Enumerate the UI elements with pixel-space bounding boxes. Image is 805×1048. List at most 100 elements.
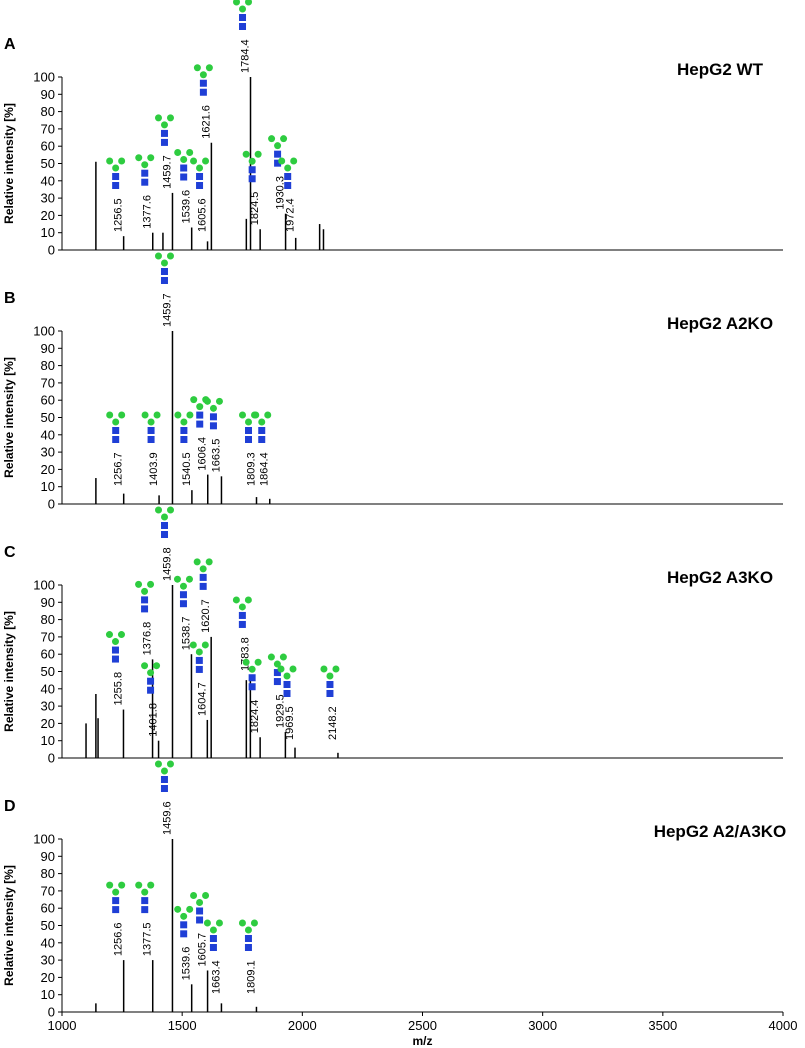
glycan-square: [283, 690, 291, 697]
glycan-circle: [180, 418, 188, 426]
glycan-circle: [264, 411, 272, 419]
peak-label: 1605.6: [197, 198, 209, 232]
glycan-square: [248, 674, 256, 682]
panel-title: HepG2 WT: [677, 60, 764, 79]
y-tick-label: 10: [41, 987, 55, 1002]
glycan-square: [283, 681, 291, 688]
y-tick-label: 30: [41, 445, 55, 460]
y-axis-label: Relative intensity [%]: [2, 103, 16, 224]
glycan-square: [239, 23, 247, 30]
glycan-circle: [233, 0, 241, 6]
glycan-square: [179, 591, 187, 599]
glycan-circle: [135, 881, 143, 889]
glycan-square: [209, 935, 217, 942]
glycan-circle: [248, 157, 256, 165]
glycan-circle: [215, 919, 223, 927]
glycan-square: [160, 268, 168, 275]
peak-label: 1459.6: [161, 801, 173, 835]
y-tick-label: 80: [41, 612, 55, 627]
glycan-circle: [278, 157, 286, 165]
glycan-circle: [154, 252, 162, 260]
glycan-square: [239, 14, 247, 21]
glycan-circle: [141, 587, 149, 595]
glycan-circle: [238, 919, 246, 927]
y-tick-label: 30: [41, 953, 55, 968]
y-tick-label: 90: [41, 87, 55, 102]
glycan-circle: [190, 891, 198, 899]
glycan-square: [111, 646, 119, 654]
glycan-square: [195, 656, 203, 664]
y-tick-label: 60: [41, 139, 55, 154]
glycan-square: [196, 411, 204, 419]
glycan-circle: [289, 665, 297, 673]
glycan-circle: [245, 0, 253, 6]
y-tick-label: 20: [41, 208, 55, 223]
glycan-circle: [258, 418, 266, 426]
peak-label: 1256.6: [113, 922, 125, 956]
y-tick-label: 70: [41, 883, 55, 898]
glycan-square: [112, 436, 120, 443]
glycan-circle: [250, 919, 258, 927]
peak-label: 1824.5: [249, 192, 261, 226]
glycan-circle: [279, 653, 287, 661]
peak-label: 1377.6: [142, 195, 154, 229]
glycan-circle: [147, 418, 155, 426]
glycan-circle: [180, 912, 188, 920]
glycan-circle: [160, 259, 168, 267]
glycan-circle: [239, 411, 247, 419]
glycan-circle: [320, 665, 328, 673]
peak-label: 1864.4: [259, 452, 271, 486]
peak-label: 1930.3: [275, 176, 287, 210]
glycan-square: [141, 605, 149, 613]
glycan-circle: [242, 658, 250, 666]
glycan-square: [244, 944, 252, 951]
panel: B HepG2 A2KO Relative intensity [%] 0 10 20 30…: [2, 252, 783, 512]
peak-label: 1376.8: [142, 622, 154, 656]
x-tick-label: 3500: [648, 1018, 677, 1033]
glycan-circle: [135, 154, 143, 162]
y-tick-label: 50: [41, 156, 55, 171]
y-tick-label: 40: [41, 173, 55, 188]
peak-label: 1972.4: [285, 198, 297, 232]
peak-label: 1459.7: [161, 293, 173, 327]
y-tick-label: 90: [41, 849, 55, 864]
peak-label: 1256.7: [113, 452, 125, 486]
glycan-circle: [284, 164, 292, 172]
glycan-circle: [193, 558, 201, 566]
glycan-circle: [141, 161, 149, 169]
glycan-circle: [232, 596, 240, 604]
glycan-square: [199, 79, 207, 87]
glycan-circle: [141, 662, 149, 670]
y-tick-label: 70: [41, 375, 55, 390]
y-tick-label: 80: [41, 358, 55, 373]
glycan-square: [248, 166, 256, 174]
panel-title: HepG2 A2/A3KO: [654, 822, 787, 841]
glycan-circle: [290, 157, 298, 165]
glycan-circle: [141, 411, 149, 419]
y-tick-label: 0: [48, 243, 55, 258]
glycan-circle: [174, 905, 182, 913]
glycan-circle: [254, 658, 262, 666]
peak-label: 1663.4: [210, 960, 222, 994]
glycan-circle: [186, 905, 194, 913]
glycan-square: [147, 677, 155, 685]
peak-label: 1539.6: [181, 947, 193, 981]
glycan-square: [273, 678, 281, 686]
glycan-square: [199, 573, 207, 581]
glycan-circle: [190, 157, 198, 165]
y-tick-label: 20: [41, 970, 55, 985]
peak-label: 1663.5: [210, 439, 222, 473]
y-tick-label: 60: [41, 647, 55, 662]
glycan-circle: [174, 411, 182, 419]
glycan-circle: [118, 881, 126, 889]
y-tick-label: 0: [48, 751, 55, 766]
glycan-circle: [160, 767, 168, 775]
glycan-square: [179, 600, 187, 608]
glycan-circle: [202, 891, 210, 899]
glycan-circle: [153, 662, 161, 670]
peak-label: 1459.8: [162, 547, 174, 581]
glycan-circle: [180, 156, 188, 164]
y-tick-label: 100: [33, 324, 55, 339]
y-axis-label: Relative intensity [%]: [2, 865, 16, 986]
